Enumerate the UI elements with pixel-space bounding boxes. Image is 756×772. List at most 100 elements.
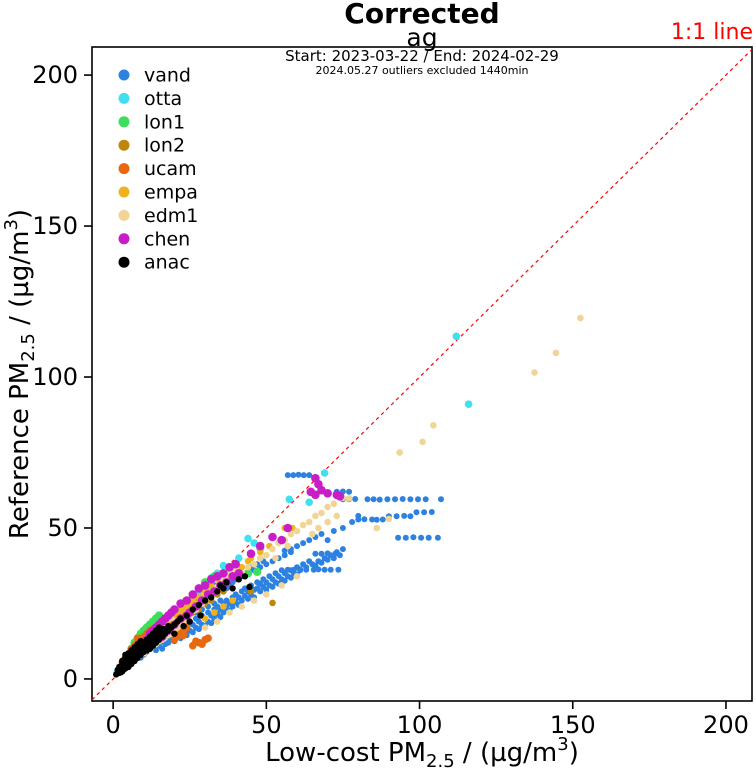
scatter-point-chen — [311, 490, 320, 500]
scatter-point-vand — [217, 597, 224, 604]
scatter-point-vand — [257, 588, 264, 595]
scatter-point-vand — [401, 512, 408, 519]
scatter-point-edm1 — [226, 609, 233, 616]
scatter-point-empa — [229, 597, 236, 604]
scatter-point-vand — [318, 531, 325, 537]
scatter-point-vand — [281, 577, 288, 584]
one-to-one-line-label: 1:1 line — [671, 20, 753, 45]
scatter-point-vand — [312, 550, 319, 557]
scatter-point-edm1 — [284, 542, 292, 550]
scatter-point-vand — [434, 534, 441, 541]
scatter-point-edm1 — [272, 554, 279, 562]
x-axis-title-mid: / (µg/m — [455, 738, 558, 768]
scatter-point-anac — [201, 597, 209, 604]
legend-swatch-otta — [118, 92, 130, 104]
scatter-point-vand — [373, 516, 380, 523]
legend-swatch-ucam — [118, 163, 130, 175]
y-tick-label: 200 — [32, 61, 78, 89]
scatter-point-vand — [392, 496, 398, 503]
scatter-point-vand — [153, 647, 159, 654]
scatter-point-vand — [287, 574, 294, 581]
scatter-point-vand — [332, 550, 339, 557]
scatter-point-edm1 — [324, 503, 331, 511]
scatter-point-edm1 — [385, 515, 393, 523]
scatter-point-edm1 — [309, 530, 316, 538]
scatter-point-edm1 — [315, 524, 322, 532]
scatter-point-otta — [244, 534, 252, 543]
scatter-point-edm1 — [324, 518, 331, 526]
scatter-point-vand — [229, 603, 236, 610]
scatter-point-otta — [219, 561, 228, 570]
x-axis-title-subscript: 2.5 — [426, 751, 455, 772]
scatter-point-vand — [318, 559, 325, 566]
legend-label-lon1: lon1 — [144, 111, 185, 133]
scatter-point-vand — [339, 546, 346, 553]
scatter-point-vand — [321, 566, 328, 573]
scatter-point-chen — [234, 569, 244, 578]
scatter-point-vand — [402, 534, 409, 541]
scatter-point-anac — [246, 583, 253, 591]
scatter-point-vand — [303, 566, 310, 573]
legend-swatch-anac — [118, 256, 130, 268]
scatter-point-vand — [407, 513, 414, 520]
scatter-point-vand — [352, 496, 359, 502]
scatter-point-anac — [241, 573, 249, 580]
scatter-point-empa — [201, 615, 209, 622]
scatter-point-ucam — [179, 631, 188, 639]
scatter-point-anac — [217, 582, 224, 589]
scatter-point-vand — [245, 595, 251, 602]
scatter-point-vand — [263, 586, 270, 593]
scatter-point-anac — [122, 651, 129, 658]
outlier-annotation: 2024.05.27 outliers excluded 1440min — [315, 64, 528, 77]
scatter-point-empa — [220, 603, 227, 610]
scatter-point-empa — [256, 548, 264, 556]
legend-swatch-empa — [118, 186, 130, 198]
y-axis-title: Reference PM2.5 / (µg/m3) — [1, 209, 39, 539]
scatter-point-vand — [364, 496, 371, 503]
scatter-point-chen — [188, 590, 198, 599]
x-tick-label: 150 — [550, 711, 596, 739]
scatter-point-vand — [324, 550, 331, 557]
scatter-point-vand — [284, 472, 291, 479]
scatter-point-otta — [320, 469, 329, 477]
scatter-point-edm1 — [345, 495, 353, 502]
scatter-point-vand — [418, 534, 425, 541]
y-tick-label: 50 — [47, 514, 78, 542]
scatter-point-vand — [290, 566, 297, 573]
scatter-point-vand — [330, 528, 337, 534]
scatter-point-vand — [327, 566, 334, 573]
scatter-point-edm1 — [214, 618, 221, 625]
x-axis-title-text: Low-cost PM — [265, 738, 426, 768]
scatter-point-edm1 — [278, 582, 286, 589]
legend-label-lon2: lon2 — [144, 135, 185, 157]
y-axis-title-end: ) — [5, 209, 35, 219]
scatter-point-vand — [297, 566, 304, 573]
y-tick-label: 0 — [63, 665, 78, 693]
scatter-point-vand — [421, 509, 428, 516]
scatter-point-vand — [407, 496, 414, 503]
legend-label-otta: otta — [144, 88, 182, 110]
scatter-point-edm1 — [419, 438, 426, 446]
scatter-point-edm1 — [299, 521, 307, 529]
scatter-point-vand — [310, 566, 317, 573]
scatter-point-edm1 — [287, 530, 295, 538]
y-axis-title-superscript: 3 — [1, 219, 22, 230]
scatter-point-chen — [246, 549, 256, 558]
scatter-point-chen — [182, 596, 191, 605]
scatter-point-chen — [268, 532, 277, 542]
scatter-point-edm1 — [577, 314, 584, 322]
scatter-point-edm1 — [256, 554, 264, 562]
legend-swatch-lon2 — [118, 139, 130, 151]
scatter-point-anac — [114, 666, 121, 674]
scatter-point-edm1 — [552, 349, 560, 357]
scatter-point-edm1 — [293, 527, 301, 535]
scatter-point-anac — [208, 594, 215, 601]
scatter-point-vand — [395, 534, 402, 541]
x-axis-title-superscript: 3 — [557, 734, 568, 755]
scatter-point-vand — [379, 516, 386, 523]
scatter-point-edm1 — [305, 518, 313, 526]
scatter-point-chen — [323, 489, 332, 498]
scatter-point-vand — [349, 519, 356, 525]
